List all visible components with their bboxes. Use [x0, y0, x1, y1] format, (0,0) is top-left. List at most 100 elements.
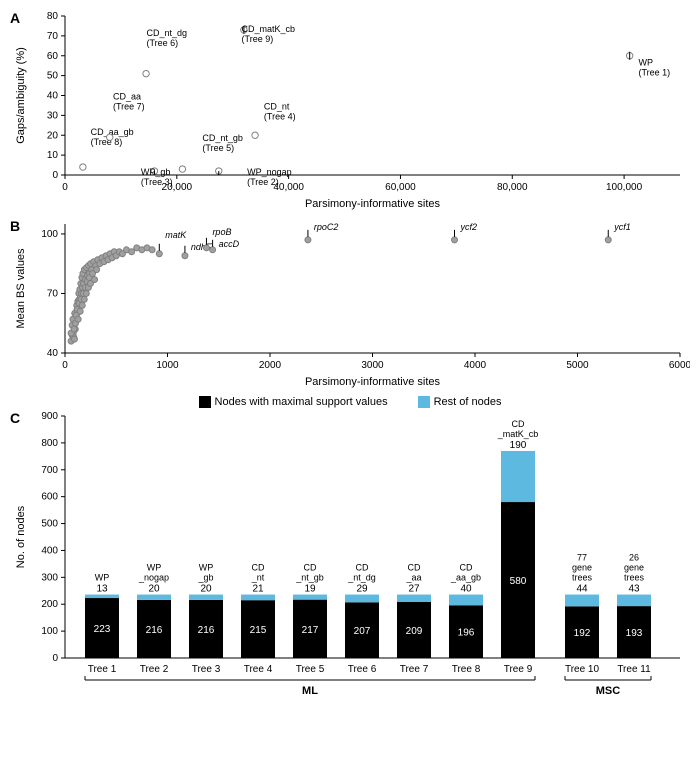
svg-text:accD: accD — [219, 239, 240, 249]
svg-text:Tree 8: Tree 8 — [452, 664, 481, 675]
svg-text:Parsimony-informative sites: Parsimony-informative sites — [305, 376, 441, 388]
svg-text:800: 800 — [41, 438, 58, 449]
svg-text:Mean BS values: Mean BS values — [15, 248, 27, 329]
svg-text:10: 10 — [47, 150, 59, 161]
scatter-b: 01000200030004000500060004070100Parsimon… — [10, 218, 690, 388]
svg-text:WP_nogap: WP_nogap — [247, 167, 292, 177]
svg-text:1000: 1000 — [156, 360, 179, 371]
panel-c-label: C — [10, 410, 20, 426]
svg-text:400: 400 — [41, 546, 58, 557]
svg-text:gene: gene — [572, 563, 592, 573]
svg-text:ycf1: ycf1 — [613, 222, 631, 232]
svg-text:20: 20 — [200, 584, 212, 595]
svg-text:Tree 3: Tree 3 — [192, 664, 221, 675]
svg-text:6000: 6000 — [669, 360, 690, 371]
svg-text:CD_nt_gb: CD_nt_gb — [202, 133, 243, 143]
svg-text:223: 223 — [94, 624, 111, 635]
svg-text:WP: WP — [199, 563, 214, 573]
svg-text:(Tree 7): (Tree 7) — [113, 101, 145, 111]
svg-text:80: 80 — [47, 11, 59, 22]
svg-text:20: 20 — [148, 584, 160, 595]
svg-text:_aa_gb: _aa_gb — [450, 573, 481, 583]
svg-text:60,000: 60,000 — [385, 182, 416, 193]
svg-text:100: 100 — [41, 626, 58, 637]
svg-text:580: 580 — [510, 576, 527, 587]
svg-text:196: 196 — [458, 628, 475, 639]
svg-text:Parsimony-informative sites: Parsimony-informative sites — [305, 198, 441, 210]
svg-text:13: 13 — [96, 584, 108, 595]
svg-text:CD: CD — [356, 563, 369, 573]
legend-item-max: Nodes with maximal support values — [199, 396, 388, 408]
svg-text:Gaps/ambiguity (%): Gaps/ambiguity (%) — [15, 47, 27, 144]
svg-text:21: 21 — [252, 584, 264, 595]
svg-text:60: 60 — [47, 51, 59, 62]
svg-text:40: 40 — [47, 91, 59, 102]
svg-text:209: 209 — [406, 626, 423, 637]
svg-text:0: 0 — [62, 182, 68, 193]
bar-c: 0 100 200 300 400 500 600 700 800 900 No. of nodes… — [10, 410, 690, 720]
svg-text:_nt: _nt — [251, 573, 265, 583]
svg-text:CD_matK_cb: CD_matK_cb — [242, 24, 296, 34]
svg-text:70: 70 — [47, 288, 59, 299]
svg-text:Tree 5: Tree 5 — [296, 664, 325, 675]
svg-text:_aa: _aa — [405, 573, 421, 583]
svg-text:600: 600 — [41, 492, 58, 503]
svg-text:Tree 11: Tree 11 — [617, 664, 651, 675]
svg-text:2000: 2000 — [259, 360, 282, 371]
svg-text:4000: 4000 — [464, 360, 487, 371]
svg-text:217: 217 — [302, 625, 319, 636]
svg-text:29: 29 — [356, 584, 368, 595]
svg-text:Tree 10: Tree 10 — [565, 664, 600, 675]
svg-text:216: 216 — [198, 625, 215, 636]
svg-text:19: 19 — [304, 584, 316, 595]
svg-text:0: 0 — [62, 360, 68, 371]
svg-text:WP: WP — [639, 58, 654, 68]
svg-text:27: 27 — [408, 584, 420, 595]
svg-text:100,000: 100,000 — [606, 182, 643, 193]
svg-text:(Tree 1): (Tree 1) — [639, 68, 671, 78]
svg-text:gene: gene — [624, 563, 644, 573]
svg-text:192: 192 — [574, 628, 591, 639]
svg-text:Tree 1: Tree 1 — [88, 664, 117, 675]
svg-text:(Tree 3): (Tree 3) — [141, 177, 173, 187]
svg-text:No. of nodes: No. of nodes — [15, 505, 27, 568]
svg-text:500: 500 — [41, 519, 58, 530]
svg-text:CD: CD — [408, 563, 421, 573]
svg-text:40: 40 — [47, 348, 59, 359]
svg-text:rpoC2: rpoC2 — [314, 222, 339, 232]
panel-c-legend: Nodes with maximal support values Rest o… — [10, 396, 690, 408]
svg-text:_nt_gb: _nt_gb — [295, 573, 324, 583]
scatter-a: 020,00040,00060,00080,000100,00001020304… — [10, 10, 690, 210]
svg-text:Tree 2: Tree 2 — [140, 664, 169, 675]
svg-text:(Tree 6): (Tree 6) — [147, 38, 179, 48]
svg-text:WP: WP — [147, 563, 162, 573]
panel-b: B 01000200030004000500060004070100Parsim… — [10, 218, 690, 388]
svg-text:MSC: MSC — [596, 685, 621, 697]
svg-text:300: 300 — [41, 572, 58, 583]
svg-text:CD_nt_dg: CD_nt_dg — [147, 28, 188, 38]
svg-text:CD_aa: CD_aa — [113, 91, 141, 101]
svg-text:200: 200 — [41, 599, 58, 610]
svg-text:190: 190 — [510, 440, 527, 451]
svg-text:CD: CD — [512, 419, 525, 429]
svg-text:CD: CD — [460, 563, 473, 573]
svg-text:207: 207 — [354, 626, 371, 637]
svg-text:700: 700 — [41, 465, 58, 476]
svg-text:0: 0 — [52, 653, 58, 664]
svg-text:Tree 4: Tree 4 — [244, 664, 273, 675]
svg-text:50: 50 — [47, 71, 59, 82]
svg-text:_nogap: _nogap — [138, 573, 169, 583]
svg-text:44: 44 — [576, 584, 588, 595]
svg-text:CD_nt: CD_nt — [264, 101, 290, 111]
svg-text:(Tree 2): (Tree 2) — [247, 177, 279, 187]
svg-text:trees: trees — [572, 573, 593, 583]
svg-text:WP_gb: WP_gb — [141, 167, 171, 177]
svg-text:_gb: _gb — [197, 573, 213, 583]
svg-text:ML: ML — [302, 685, 318, 697]
svg-text:20: 20 — [47, 130, 59, 141]
svg-text:Tree 7: Tree 7 — [400, 664, 429, 675]
panel-a-label: A — [10, 10, 20, 26]
svg-text:900: 900 — [41, 411, 58, 422]
svg-text:216: 216 — [146, 625, 163, 636]
svg-text:70: 70 — [47, 31, 59, 42]
